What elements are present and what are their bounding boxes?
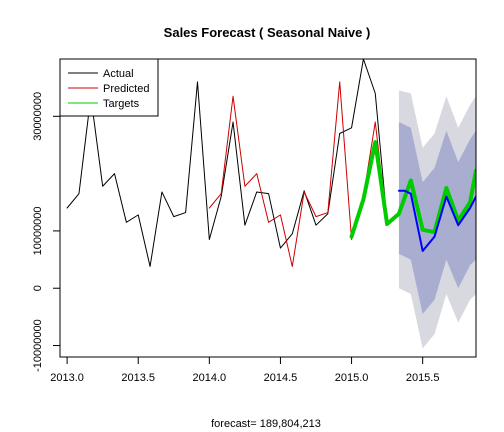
legend-label-actual: Actual (103, 68, 134, 80)
forecast-total: forecast= 189,804,213 (211, 418, 321, 430)
y-tick-label: 10000000 (32, 206, 44, 255)
series-actual-line (66, 59, 388, 267)
legend-label-predicted: Predicted (103, 83, 149, 95)
series-lines (66, 59, 476, 267)
y-tick-label: 30000000 (32, 92, 44, 141)
x-tick-label: 2015.5 (406, 372, 440, 384)
x-tick-label: 2013.0 (50, 372, 84, 384)
series-forecast-line (397, 189, 476, 252)
x-tick-label: 2014.5 (264, 372, 298, 384)
y-axis: -10000000 0 10000000 30000000 (32, 92, 61, 372)
x-tick-label: 2013.5 (121, 372, 155, 384)
y-tick-label: 0 (32, 285, 44, 291)
chart-title: Sales Forecast ( Seasonal Naive ) (164, 25, 371, 40)
x-axis: 2013.0 2013.5 2014.0 2014.5 2015.0 2015.5 (50, 356, 440, 384)
series-predicted-line (208, 81, 388, 267)
y-tick-label: -10000000 (32, 319, 44, 372)
x-tick-label: 2015.0 (335, 372, 369, 384)
legend-label-targets: Targets (103, 98, 140, 110)
legend: Actual Predicted Targets (59, 58, 159, 117)
series-targets-line (349, 140, 476, 239)
x-tick-label: 2014.0 (193, 372, 227, 384)
